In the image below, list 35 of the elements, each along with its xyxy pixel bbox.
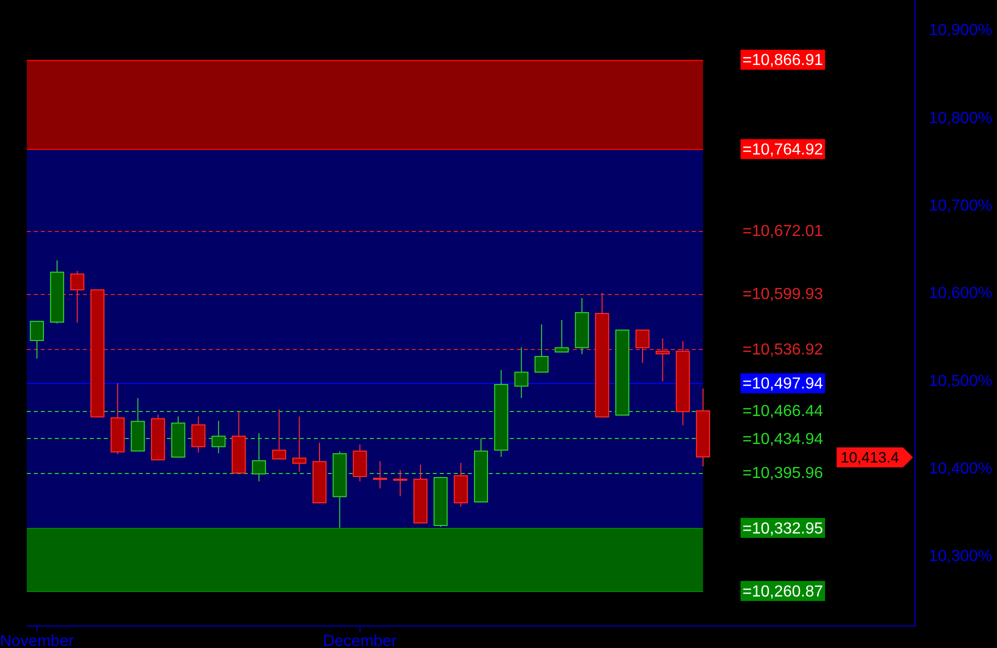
candlestick xyxy=(656,338,670,382)
candlestick xyxy=(272,408,286,460)
candlestick xyxy=(212,420,226,454)
candlestick xyxy=(292,416,306,472)
ref-line-label: =10,866.91 xyxy=(742,52,824,70)
y-tick-label: 10,700% xyxy=(929,197,992,214)
x-tick-label: December xyxy=(322,633,398,648)
ref-line-label: =10,434.94 xyxy=(742,430,824,448)
ref-line-label: =10,672.01 xyxy=(742,222,824,240)
y-tick-label: 10,600% xyxy=(929,285,992,302)
candlestick xyxy=(534,324,549,374)
candlestick xyxy=(70,270,84,324)
ref-line-label: =10,332.95 xyxy=(742,520,824,538)
y-tick-label: 10,300% xyxy=(929,548,992,566)
x-tick-label: November xyxy=(0,633,74,648)
candlestick xyxy=(393,469,408,497)
candlestick xyxy=(635,329,650,364)
candlestick xyxy=(514,346,528,399)
ref-line-label: =10,764.92 xyxy=(742,142,824,159)
annotation: 10,413.4 xyxy=(840,449,899,466)
y-tick-label: 10,800% xyxy=(929,110,992,127)
candlestick xyxy=(554,320,569,353)
y-tick-label: 10,400% xyxy=(929,460,992,478)
candlestick xyxy=(191,416,206,453)
ref-line-label: =10,466.44 xyxy=(742,403,824,420)
y-tick-label: 10,900% xyxy=(929,22,992,40)
ref-line-label: =10,599.93 xyxy=(742,286,824,304)
ref-line-label: =10,497.94 xyxy=(742,376,824,393)
ref-line-label: =10,536.92 xyxy=(742,341,824,358)
candlestick xyxy=(30,320,44,360)
ref-line-label: =10,260.87 xyxy=(742,583,824,600)
ref-line-label: =10,395.96 xyxy=(742,465,824,482)
candlestick xyxy=(252,432,266,482)
candlestick xyxy=(373,460,388,489)
y-tick-label: 10,500% xyxy=(929,372,992,390)
